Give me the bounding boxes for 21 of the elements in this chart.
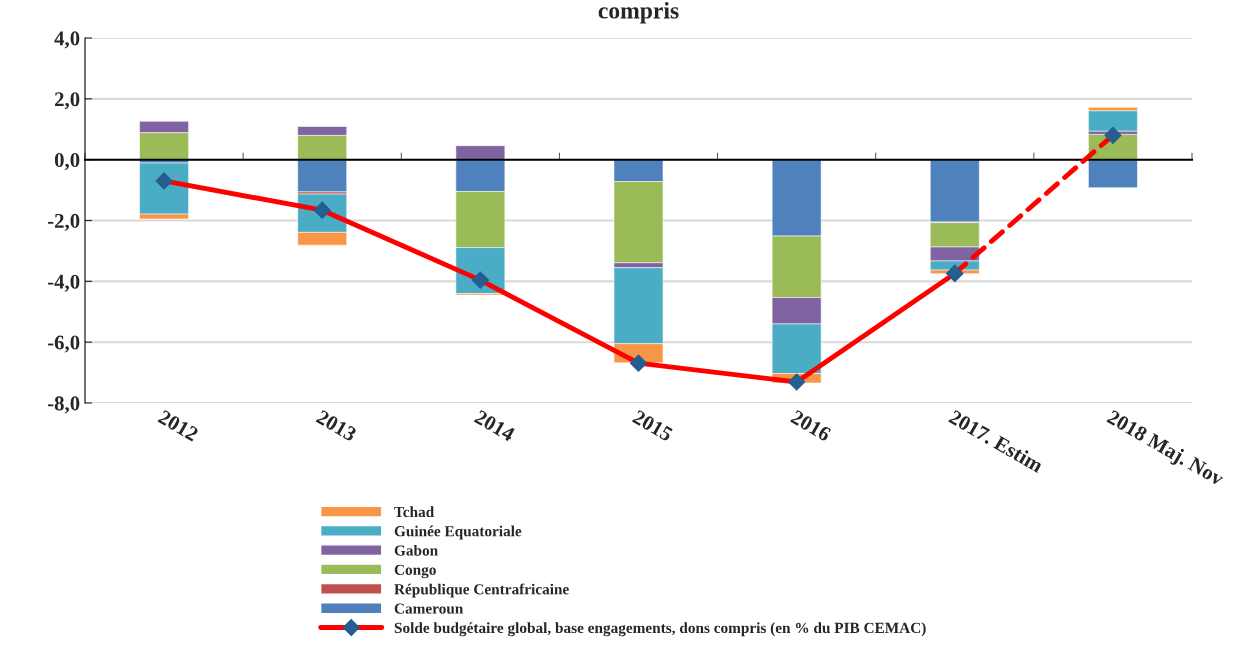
chart-title: compris — [598, 2, 679, 24]
x-tick-label: 2014 — [473, 409, 516, 442]
y-tick-label: -2,0 — [47, 213, 80, 231]
x-tick-label: 2013 — [315, 409, 358, 442]
legend-label: Congo — [394, 564, 436, 579]
y-tick-label: 2,0 — [54, 92, 80, 110]
legend-label: Solde budgétaire global, base engagements, dons compris (en % du PIB CEMAC) — [394, 622, 926, 637]
y-tick-label: -4,0 — [47, 274, 80, 292]
legend-label: Cameroun — [394, 603, 464, 614]
y-tick-label: -6,0 — [47, 335, 80, 353]
legend-label: République Centrafricaine — [394, 583, 569, 598]
y-tick-label: 0,0 — [54, 153, 80, 171]
x-tick-label: 2012 — [157, 409, 200, 442]
y-tick-label: -8,0 — [47, 396, 80, 414]
y-tick-label: 4,0 — [54, 31, 80, 49]
legend-label: Guinée Equatoriale — [394, 525, 522, 540]
x-tick-label: 2018 Maj. Nov — [1104, 408, 1226, 491]
legend-label: Tchad — [394, 506, 435, 518]
legend-label: Gabon — [394, 544, 438, 556]
x-tick-label: 2016 — [790, 409, 832, 442]
x-tick-label: 2015 — [631, 409, 674, 442]
